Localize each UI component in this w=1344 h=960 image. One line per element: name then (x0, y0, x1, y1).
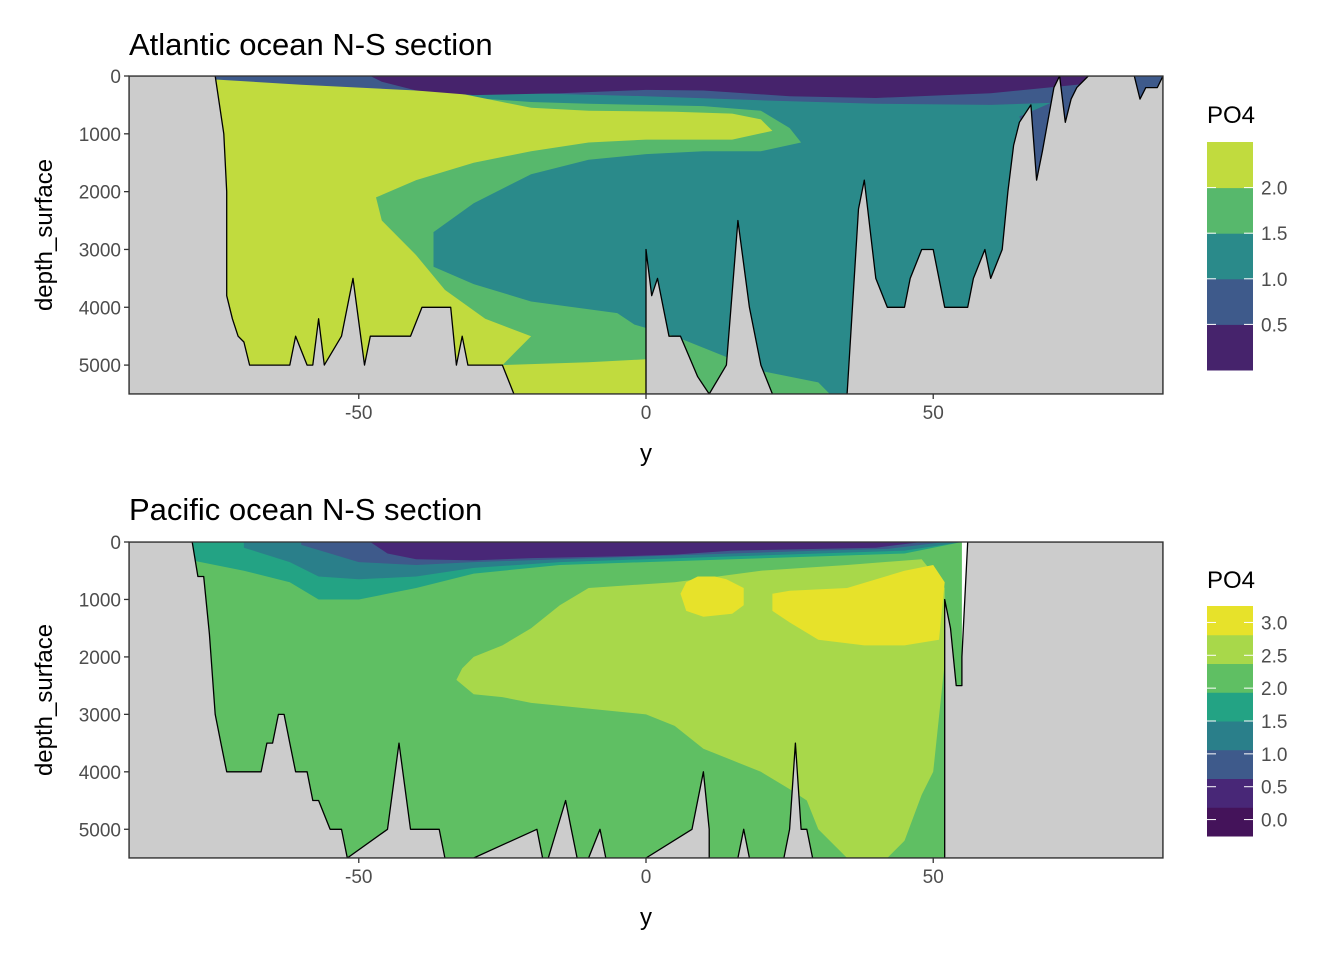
legend-tick-label: 1.0 (1261, 270, 1287, 291)
legend-color-step (1207, 692, 1253, 722)
y-tick-label: 1000 (79, 125, 121, 146)
y-tick-label: 5000 (79, 356, 121, 377)
legend-tick-label: 1.5 (1261, 712, 1287, 733)
legend-color-step (1207, 324, 1253, 371)
contour-band (772, 565, 945, 646)
chart-title: Atlantic ocean N-S section (129, 27, 493, 62)
legend-color-step (1207, 278, 1253, 325)
legend-tick-label: 0.0 (1261, 811, 1287, 832)
x-tick-label: -50 (345, 867, 372, 888)
chart-title: Pacific ocean N-S section (129, 492, 482, 527)
y-axis-label: depth_surface (31, 159, 58, 311)
x-tick-label: 50 (923, 403, 944, 424)
legend-color-step (1207, 807, 1253, 837)
legend-title: PO4 (1207, 567, 1255, 594)
legend-color-step (1207, 721, 1253, 751)
x-tick-label: 50 (923, 867, 944, 888)
legend-color-step (1207, 634, 1253, 664)
y-tick-label: 4000 (79, 763, 121, 784)
y-tick-label: 0 (110, 533, 121, 554)
legend-tick-label: 3.0 (1261, 613, 1287, 634)
legend-color-step (1207, 142, 1253, 189)
plot-area (129, 542, 1163, 858)
legend: PO4 0.0 0.5 1.0 1.5 2.0 2.5 3.0 (1207, 567, 1287, 837)
contour-band (370, 542, 922, 561)
legend-title: PO4 (1207, 102, 1255, 129)
y-tick-label: 0 (110, 67, 121, 88)
legend-tick-label: 2.0 (1261, 679, 1287, 700)
plot-area (129, 76, 1163, 394)
contour-band (680, 576, 744, 617)
legend-color-step (1207, 778, 1253, 808)
y-tick-label: 5000 (79, 820, 121, 841)
y-tick-label: 4000 (79, 298, 121, 319)
legend-color-step (1207, 749, 1253, 779)
y-tick-label: 2000 (79, 183, 121, 204)
legend-tick-label: 2.5 (1261, 646, 1287, 667)
x-tick-label: -50 (345, 403, 372, 424)
x-axis-label: y (640, 904, 652, 931)
legend-tick-label: 1.5 (1261, 224, 1287, 245)
legend-color-step (1207, 233, 1253, 280)
x-axis-label: y (640, 440, 652, 467)
legend-color-step (1207, 606, 1253, 636)
seafloor-land (129, 542, 1163, 858)
y-tick-label: 3000 (79, 240, 121, 261)
x-tick-label: 0 (641, 867, 652, 888)
legend-tick-label: 0.5 (1261, 315, 1287, 336)
legend-color-step (1207, 187, 1253, 234)
legend-tick-label: 0.5 (1261, 778, 1287, 799)
panel-atlantic: Atlantic ocean N-S section -50 0 500100020… (31, 27, 1287, 467)
y-axis-label: depth_surface (31, 624, 58, 776)
legend: PO4 0.5 1.0 1.5 2.0 (1207, 102, 1287, 371)
legend-tick-label: 2.0 (1261, 179, 1287, 200)
seafloor-land (129, 76, 1163, 394)
panel-pacific: Pacific ocean N-S section -50 0 5001000200… (31, 492, 1287, 931)
y-tick-label: 2000 (79, 648, 121, 669)
y-tick-label: 3000 (79, 705, 121, 726)
contour-band (370, 76, 1163, 98)
x-tick-label: 0 (641, 403, 652, 424)
y-tick-label: 1000 (79, 590, 121, 611)
legend-tick-label: 1.0 (1261, 745, 1287, 766)
